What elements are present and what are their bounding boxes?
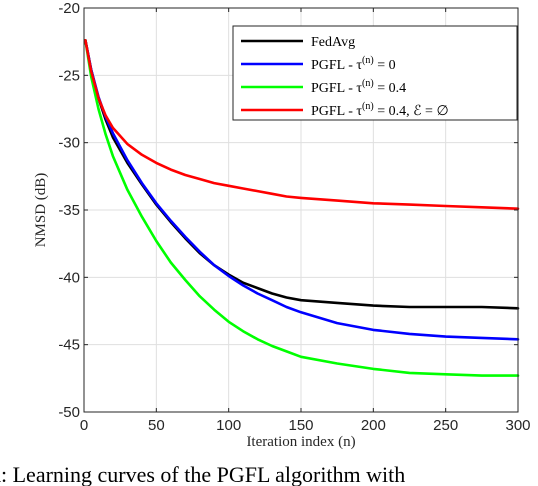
y-tick-label: -40 xyxy=(58,269,80,286)
legend-label-2: PGFL - τ(n) = 0.4 xyxy=(311,78,406,96)
legend-label-tail: = 0.4, ℰ = ∅ xyxy=(374,104,449,119)
y-tick-label: -50 xyxy=(58,404,80,421)
x-tick-label: 50 xyxy=(148,417,165,434)
series-line-1 xyxy=(84,38,520,341)
x-tick-label: 200 xyxy=(361,417,386,434)
y-tick-label: -25 xyxy=(58,67,80,84)
legend-label-1: PGFL - τ(n) = 0 xyxy=(311,55,396,73)
y-axis-ticks: -20 -25 -30 -35 -40 -45 -50 xyxy=(58,0,518,421)
legend-label-main: PGFL - τ xyxy=(311,81,362,96)
series-line-2 xyxy=(84,38,520,377)
x-tick-label: 250 xyxy=(433,417,458,434)
legend-label-tail: = 0.4 xyxy=(374,81,406,96)
legend-label-main: FedAvg xyxy=(311,35,355,50)
y-tick-label: -20 xyxy=(58,0,80,17)
x-axis-ticks: 0 50 100 150 200 250 300 xyxy=(80,8,531,434)
x-axis-label: Iteration index (n) xyxy=(246,434,355,450)
legend-label-sup: (n) xyxy=(362,101,374,112)
series-group xyxy=(84,38,520,377)
legend-label-main: PGFL - τ xyxy=(311,104,362,119)
series-line-3 xyxy=(84,38,520,210)
x-tick-label: 100 xyxy=(216,417,241,434)
legend-label-tail: = 0 xyxy=(374,58,396,73)
y-axis-label: NMSD (dB) xyxy=(33,173,49,248)
x-tick-label: 300 xyxy=(505,417,530,434)
legend-label-sup: (n) xyxy=(362,55,374,66)
legend-label-sup: (n) xyxy=(362,78,374,89)
y-tick-label: -30 xyxy=(58,135,80,152)
y-tick-label: -35 xyxy=(58,202,80,219)
caption-fragment: d: Learning curves of the PGFL algorithm… xyxy=(0,462,405,486)
y-tick-label: -45 xyxy=(58,337,80,354)
x-tick-label: 0 xyxy=(80,417,88,434)
legend-label-3: PGFL - τ(n) = 0.4, ℰ = ∅ xyxy=(311,101,449,119)
x-tick-label: 150 xyxy=(288,417,313,434)
legend-label-main: PGFL - τ xyxy=(311,58,362,73)
legend-label-0: FedAvg xyxy=(311,35,355,50)
